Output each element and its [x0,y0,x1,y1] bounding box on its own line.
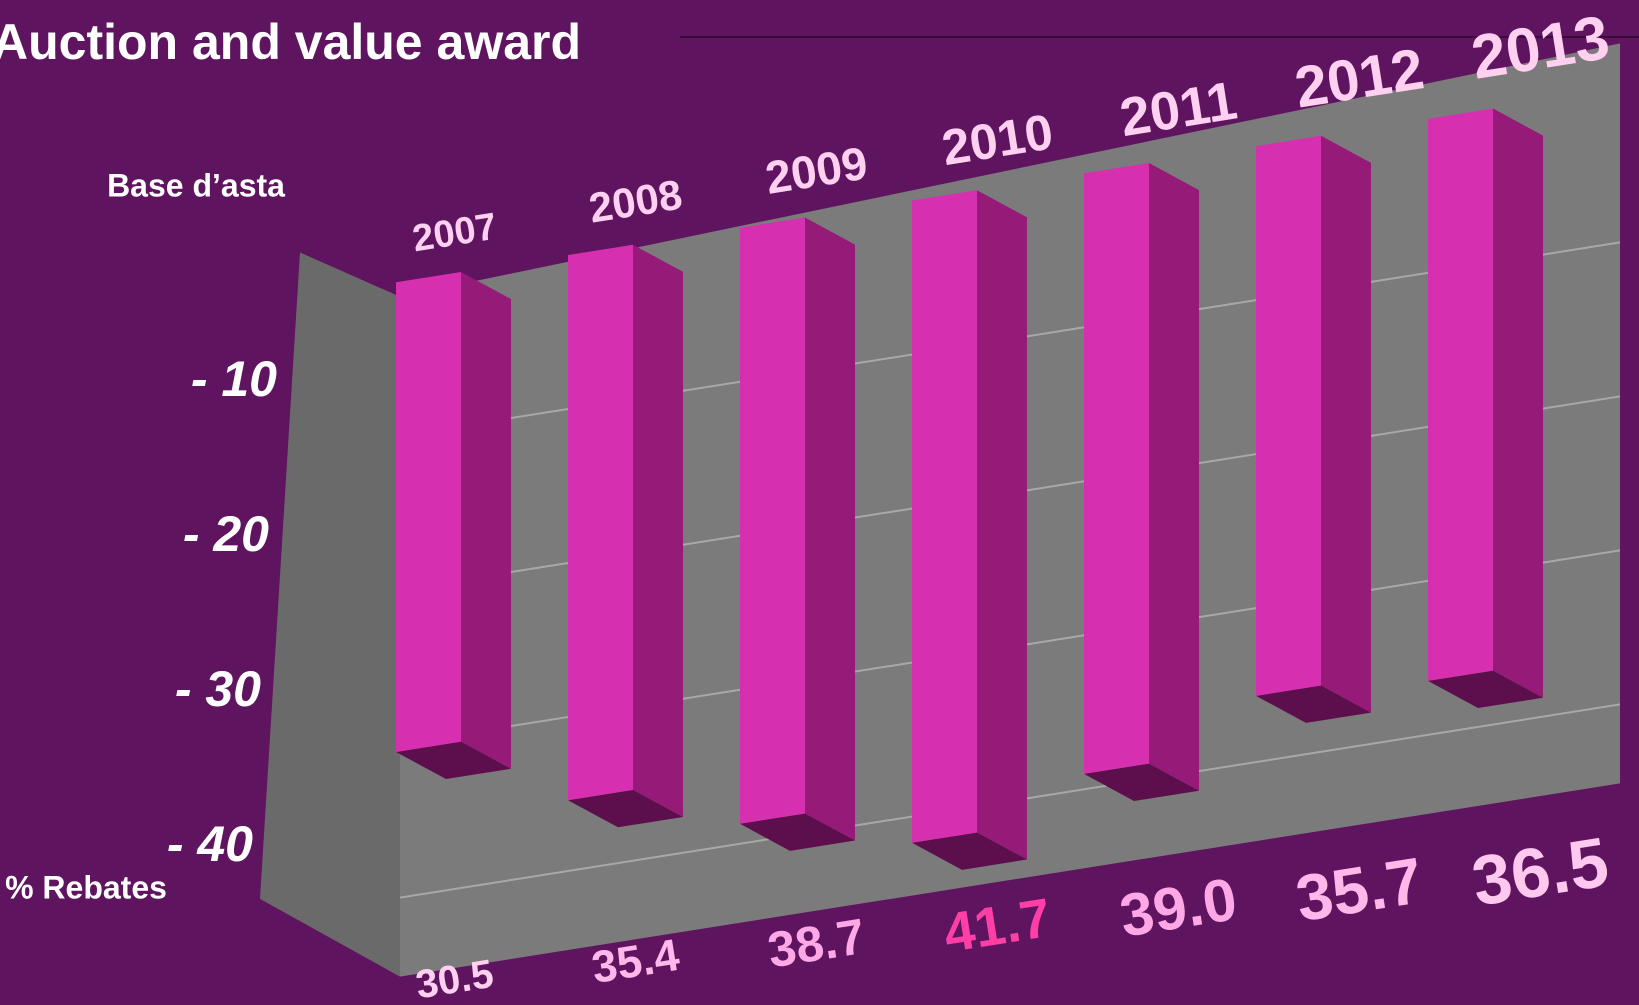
x-tick-label: 2008 [586,171,686,232]
value-label: 35.7 [1291,843,1427,935]
bar-bottom [1084,763,1199,801]
value-label: 38.7 [764,908,869,979]
bar [1084,163,1199,801]
x-tick-label: 2007 [410,206,500,261]
x-tick-label: 2009 [762,137,871,204]
bar-side [1321,135,1371,713]
bar-bottom [740,813,855,851]
y-axis-top-label: Base d’asta [107,167,285,203]
value-label: 36.5 [1467,822,1614,920]
chart-title: Auction and value award [0,14,581,70]
bar-bottom [568,789,683,828]
bar-side [805,217,855,841]
plot-3d [260,43,1620,977]
bar [912,190,1027,870]
value-label: 41.7 [940,886,1055,964]
bar-side [1149,163,1199,791]
bar-bottom [912,832,1027,870]
bar-bottom [396,741,511,780]
bar-side [977,190,1027,860]
bar-front [912,190,977,843]
y-tick-label: - 30 [175,661,261,717]
bar-bottom [1428,670,1543,709]
bar-front [568,244,633,801]
bar-front [396,271,461,752]
bar [396,271,511,780]
value-label: 39.0 [1115,865,1241,949]
bar-front [1084,163,1149,774]
bar-side [461,271,511,769]
bar-front [740,217,805,824]
bar-front [1428,108,1493,681]
bar [568,244,683,828]
y-axis-label: % Rebates [5,869,167,905]
y-tick-label: - 40 [167,816,253,872]
bar-side [633,244,683,817]
bar-bottom [1256,685,1371,723]
bar [1428,108,1543,709]
bar [1256,135,1371,723]
side-wall [260,252,400,977]
bar-side [1493,108,1543,698]
y-tick-label: - 10 [191,351,277,407]
y-tick-label: - 20 [183,506,269,562]
bar-front [1256,135,1321,696]
bar [740,217,855,851]
